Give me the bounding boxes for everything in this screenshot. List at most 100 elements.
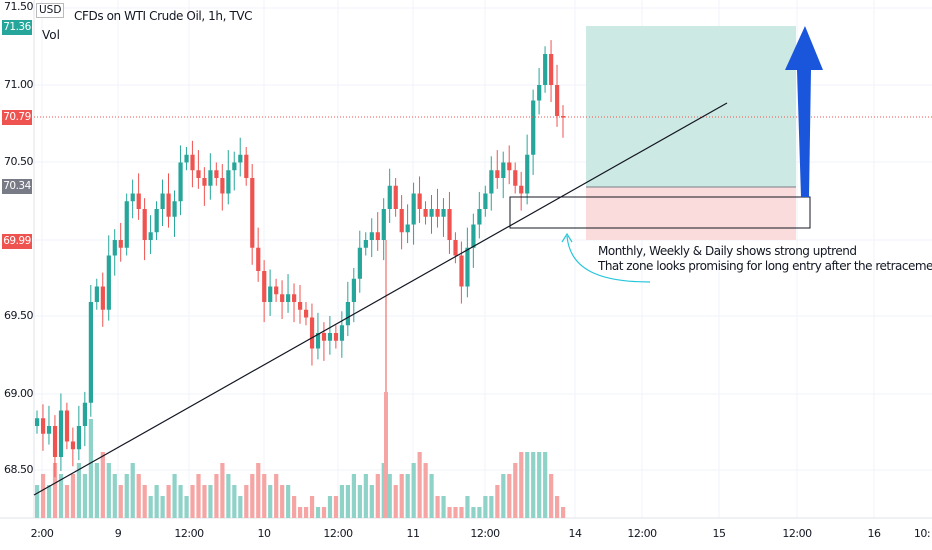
spike-volume-bar <box>384 392 388 518</box>
annotation-text[interactable]: Monthly, Weekly & Daily shows strong upt… <box>598 244 932 274</box>
candle-body <box>70 441 76 450</box>
candle-body <box>375 232 380 240</box>
volume-bar <box>35 485 40 518</box>
candle-body <box>214 170 219 178</box>
volume-bar <box>531 452 536 518</box>
candle-body <box>495 170 500 178</box>
volume-bar <box>46 485 52 518</box>
candle-body <box>387 185 392 209</box>
candle-body <box>268 286 273 302</box>
volume-bar <box>268 485 273 518</box>
volume-bar <box>315 507 321 518</box>
volume-bar <box>184 496 189 518</box>
candle-body <box>82 402 88 426</box>
volume-bar <box>405 474 410 518</box>
candle-body <box>58 410 64 457</box>
candle-body <box>555 85 560 116</box>
candle-body <box>369 232 374 240</box>
candle-body <box>166 193 171 217</box>
candle-body <box>357 247 362 279</box>
volume-bar <box>303 507 309 518</box>
volume-bar <box>178 485 183 518</box>
volume-bar <box>309 496 315 518</box>
volume-bar <box>208 485 213 518</box>
volume-bar <box>345 485 351 518</box>
volume-bar <box>555 496 560 518</box>
volume-bar <box>393 485 398 518</box>
volume-bar <box>136 474 141 518</box>
volume-bar <box>244 485 249 518</box>
time-tick: 12:00 <box>627 527 657 540</box>
symbol-title[interactable]: CFDs on WTI Crude Oil, 1h, TVC <box>74 9 253 23</box>
volume-bar <box>166 485 171 518</box>
volume-bar <box>226 474 231 518</box>
candle-body <box>465 247 470 287</box>
candle-body <box>513 170 518 186</box>
candle-body <box>160 193 165 209</box>
price-tick: 69.00 <box>4 387 34 400</box>
candle-body <box>52 426 58 457</box>
candle-body <box>298 302 303 310</box>
candle-body <box>417 193 422 209</box>
candle-body <box>136 193 141 209</box>
volume-bar <box>423 463 428 518</box>
candle-body <box>411 193 416 225</box>
candle-body <box>453 240 458 256</box>
candle-body <box>238 154 243 163</box>
volume-bar <box>106 463 111 518</box>
volume-bar <box>501 474 506 518</box>
price-badge-stop: 69.99 <box>2 234 32 249</box>
volume-bar <box>471 507 476 518</box>
candle-body <box>561 116 566 118</box>
volume-bar <box>202 485 207 518</box>
volume-legend[interactable]: Vol <box>42 28 60 42</box>
volume-bar <box>130 463 135 518</box>
volume-bar <box>220 463 225 518</box>
volume-bar <box>160 496 165 518</box>
volume-bar <box>64 485 70 518</box>
volume-bar <box>513 463 518 518</box>
annotation-line-1: Monthly, Weekly & Daily shows strong upt… <box>598 244 857 258</box>
candle-body <box>100 286 105 310</box>
volume-bar <box>435 496 440 518</box>
candle-body <box>489 170 494 194</box>
candle-body <box>309 317 315 349</box>
candle-body <box>130 193 135 202</box>
candle-body <box>106 255 111 310</box>
candle-body <box>477 209 482 225</box>
volume-bar <box>507 474 512 518</box>
volume-bar <box>274 474 279 518</box>
volume-bar <box>172 474 177 518</box>
currency-button[interactable]: USD <box>36 3 65 18</box>
candle-body <box>292 294 297 302</box>
price-tick: 71.00 <box>4 78 34 91</box>
candle-body <box>202 178 207 186</box>
candle-body <box>46 426 52 434</box>
volume-bar <box>76 463 82 518</box>
time-tick: 9 <box>114 527 122 540</box>
price-tick: 71.50 <box>4 0 34 13</box>
candle-body <box>447 209 452 240</box>
candle-body <box>303 309 309 318</box>
time-tick: 12:00 <box>174 527 204 540</box>
candle-body <box>321 333 327 341</box>
candle-body <box>208 170 213 186</box>
candle-body <box>423 209 428 217</box>
loss-zone <box>586 187 796 240</box>
candle-body <box>531 100 536 155</box>
candle-body <box>363 240 368 248</box>
volume-bar <box>429 474 434 518</box>
volume-bar <box>232 485 237 518</box>
volume-bar <box>82 474 88 518</box>
price-tick: 69.50 <box>4 309 34 322</box>
volume-bar <box>441 496 446 518</box>
volume-bar <box>387 474 392 518</box>
volume-bar <box>154 485 159 518</box>
candle-body <box>184 154 189 163</box>
volume-bar <box>52 463 58 518</box>
time-tick: 12:00 <box>470 527 500 540</box>
candle-body <box>435 209 440 217</box>
candle-body <box>483 193 488 209</box>
candle-body <box>441 209 446 217</box>
